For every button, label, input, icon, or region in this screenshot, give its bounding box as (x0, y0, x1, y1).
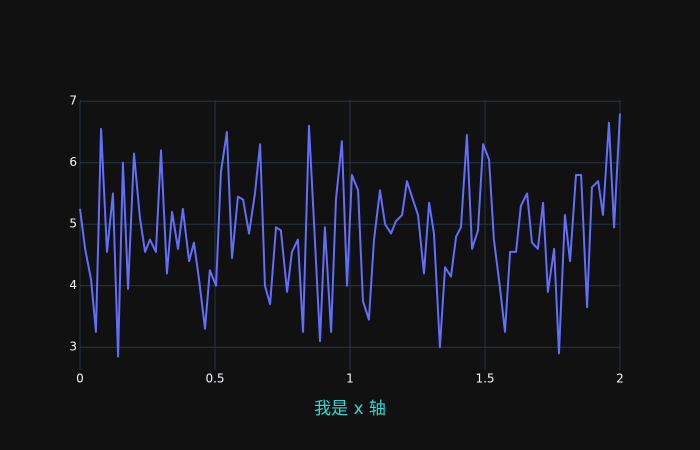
y-tick-label: 3 (69, 340, 77, 354)
x-tick-label: 2 (616, 372, 624, 386)
x-tick-label: 0.5 (205, 372, 224, 386)
x-tick-label: 1.5 (475, 372, 494, 386)
y-tick-label: 6 (69, 155, 77, 169)
x-axis-title: 我是 x 轴 (314, 399, 386, 419)
data-line (79, 113, 621, 358)
x-tick-label: 0 (76, 372, 84, 386)
y-tick-label: 5 (69, 217, 77, 231)
y-tick-label: 7 (69, 94, 77, 108)
y-tick-label: 4 (69, 278, 77, 292)
x-tick-label: 1 (346, 372, 354, 386)
